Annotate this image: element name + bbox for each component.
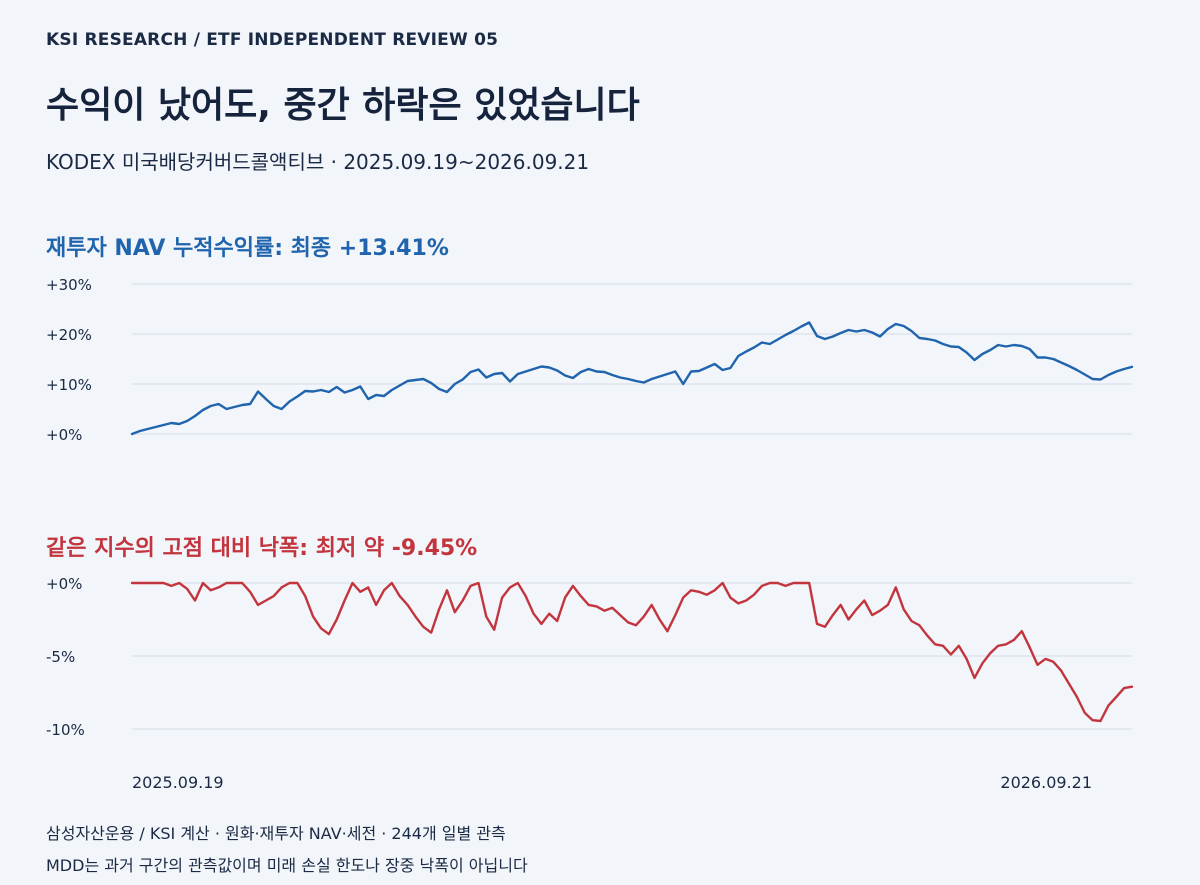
nav-ytick-label: +30%: [46, 276, 92, 294]
charts-svg: +0% +10% +20% +30% +0% -5% -10% 2025.09.19 2026.…: [46, 276, 1134, 792]
mdd-ytick-label: -10%: [46, 721, 85, 739]
disclaimer-note: MDD는 과거 구간의 관측값이며 미래 손실 한도나 장중 낙폭이 아닙니다: [46, 856, 528, 875]
mdd-series-line: [130, 581, 1134, 723]
mdd-ytick-label: -5%: [46, 648, 75, 666]
mdd-chart-title: 같은 지수의 고점 대비 낙폭: 최저 약 -9.45%: [46, 536, 478, 561]
x-end-label: 2026.09.21: [1000, 773, 1092, 792]
nav-ytick-label: +0%: [46, 426, 82, 444]
mdd-ytick-label: +0%: [46, 575, 82, 593]
page-title: 수익이 났어도, 중간 하락은 있었습니다: [46, 85, 640, 126]
nav-series-line: [130, 321, 1134, 436]
report-kicker: KSI RESEARCH / ETF INDEPENDENT REVIEW 05: [46, 30, 499, 50]
x-start-label: 2025.09.19: [132, 773, 224, 792]
nav-ytick-label: +10%: [46, 376, 92, 394]
page-subtitle: KODEX 미국배당커버드콜액티브 · 2025.09.19~2026.09.2…: [46, 150, 590, 174]
nav-chart-title: 재투자 NAV 누적수익률: 최종 +13.41%: [46, 236, 449, 261]
nav-ytick-label: +20%: [46, 326, 92, 344]
source-note: 삼성자산운용 / KSI 계산 · 원화·재투자 NAV·세전 · 244개 일…: [46, 824, 506, 843]
